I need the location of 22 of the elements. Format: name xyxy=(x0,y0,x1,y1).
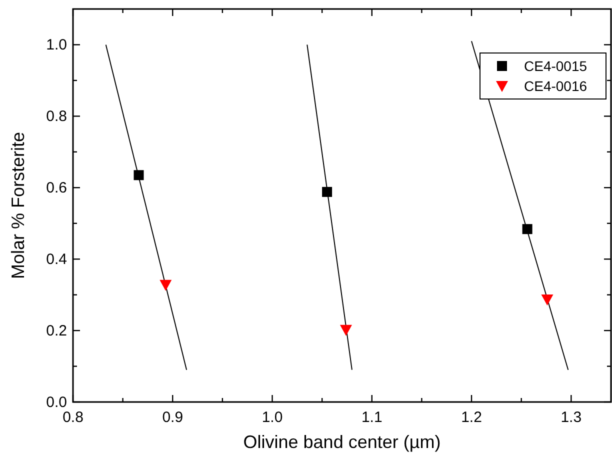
point xyxy=(322,186,332,197)
x-tick-label: 0.8 xyxy=(62,409,84,426)
point xyxy=(134,170,144,180)
x-tick-label: 1.1 xyxy=(361,409,382,426)
x-tick-label: 1.2 xyxy=(461,409,482,426)
y-tick-label: 1.0 xyxy=(46,36,67,54)
x-axis-title: Olivine band center (µm) xyxy=(243,432,441,452)
point xyxy=(160,280,172,291)
x-tick-label: 0.9 xyxy=(162,409,184,426)
point xyxy=(522,224,532,234)
y-tick-label: 0.6 xyxy=(46,180,67,197)
y-tick-label: 0.2 xyxy=(46,322,67,340)
y-tick-label: 0.4 xyxy=(46,251,67,268)
x-tick-label: 1.0 xyxy=(262,409,283,426)
x-tick-label: 1.3 xyxy=(560,409,582,426)
point xyxy=(541,294,554,306)
y-axis-title: Molar % Forsterite xyxy=(8,132,28,280)
y-tick-label: 0.0 xyxy=(46,394,67,411)
legend-label: CE4-0016 xyxy=(524,78,588,94)
point xyxy=(340,324,352,336)
legend-label: CE4-0015 xyxy=(524,58,588,74)
y-tick-label: 0.8 xyxy=(46,108,67,126)
